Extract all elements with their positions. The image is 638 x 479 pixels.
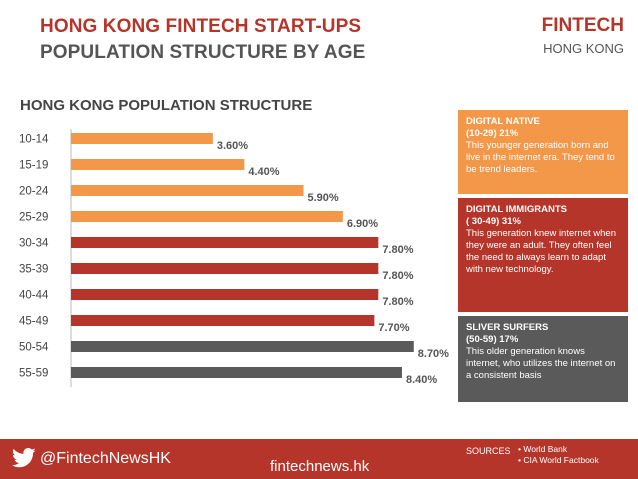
bar-40-44: [71, 289, 379, 300]
panel-subheading: ( 30-49) 31%: [466, 216, 521, 227]
bar-chart: 10-14 3.60% 15-19 4.40% 20-24 5.90% 25-29 6.90%…: [19, 129, 449, 387]
data-label: 4.40%: [248, 166, 279, 178]
chart-title: HONG KONG POPULATION STRUCTURE: [20, 97, 313, 114]
data-label: 8.40%: [406, 374, 437, 386]
panel-heading: DIGITAL IMMIGRANTS: [466, 204, 567, 215]
panel-heading: SLIVER SURFERS: [466, 322, 549, 333]
twitter-handle-link[interactable]: @FintechNewsHK: [40, 450, 171, 467]
panel-digital-native: DIGITAL NATIVE (10-29) 21% This younger …: [458, 110, 628, 194]
twitter-bird-icon[interactable]: [11, 448, 36, 473]
bar-35-39: [71, 263, 379, 274]
panel-subheading: (10-29) 21%: [466, 128, 519, 139]
page-title: HONG KONG FINTECH START-UPS POPULATION S…: [40, 14, 365, 66]
bar-25-29: [71, 211, 343, 222]
brand-main: FINTECH: [541, 15, 624, 36]
sources-label: SOURCES: [466, 446, 511, 456]
y-tick-label: 15-19: [19, 160, 48, 172]
bar-20-24: [71, 185, 304, 196]
panel-subheading: (50-59) 17%: [466, 334, 519, 345]
bar-10-14: [71, 133, 213, 144]
title-line-2: POPULATION STRUCTURE BY AGE: [40, 42, 366, 63]
title-line-1: HONG KONG FINTECH START-UPS: [40, 16, 362, 37]
data-label: 7.80%: [382, 244, 413, 256]
footer: @FintechNewsHK fintechnews.hk SOURCES Wo…: [0, 439, 638, 479]
y-tick-label: 55-59: [19, 368, 48, 380]
panel-digital-immigrants: DIGITAL IMMIGRANTS ( 30-49) 31% This gen…: [458, 198, 628, 312]
source-item: CIA World Factbook: [518, 455, 598, 466]
brand-sub: HONG KONG: [543, 41, 624, 56]
data-label: 5.90%: [307, 192, 338, 204]
panel-body: This older generation knows internet, wh…: [466, 346, 616, 381]
sources-list: World Bank CIA World Factbook: [518, 444, 599, 466]
bar-55-59: [71, 367, 402, 378]
data-label: 7.80%: [382, 296, 413, 308]
brand-logo: FINTECH HONG KONG: [542, 14, 624, 60]
y-tick-label: 10-14: [19, 134, 49, 146]
panel-body: This younger generation born and live in…: [466, 140, 615, 175]
source-item: World Bank: [518, 444, 599, 455]
sources-box: SOURCES World Bank CIA World Factbook: [458, 439, 628, 479]
data-label: 6.90%: [347, 218, 378, 230]
website-link[interactable]: fintechnews.hk: [270, 458, 370, 475]
y-tick-label: 20-24: [19, 186, 49, 198]
panel-heading: DIGITAL NATIVE: [466, 116, 540, 127]
panel-body: This generation knew internet when they …: [466, 228, 616, 275]
bar-15-19: [71, 159, 245, 170]
panel-silver-surfers: SLIVER SURFERS (50-59) 17% This older ge…: [458, 316, 628, 402]
bar-30-34: [71, 237, 379, 248]
y-tick-label: 30-34: [19, 238, 49, 250]
bar-45-49: [71, 315, 375, 326]
y-tick-label: 40-44: [19, 290, 49, 302]
y-tick-label: 50-54: [19, 342, 49, 354]
data-label: 3.60%: [217, 140, 248, 152]
y-tick-label: 25-29: [19, 212, 48, 224]
data-label: 7.70%: [378, 322, 409, 334]
data-label: 8.70%: [418, 348, 449, 360]
data-label: 7.80%: [382, 270, 413, 282]
y-tick-label: 45-49: [19, 316, 48, 328]
y-tick-label: 35-39: [19, 264, 48, 276]
bar-50-54: [71, 341, 414, 352]
